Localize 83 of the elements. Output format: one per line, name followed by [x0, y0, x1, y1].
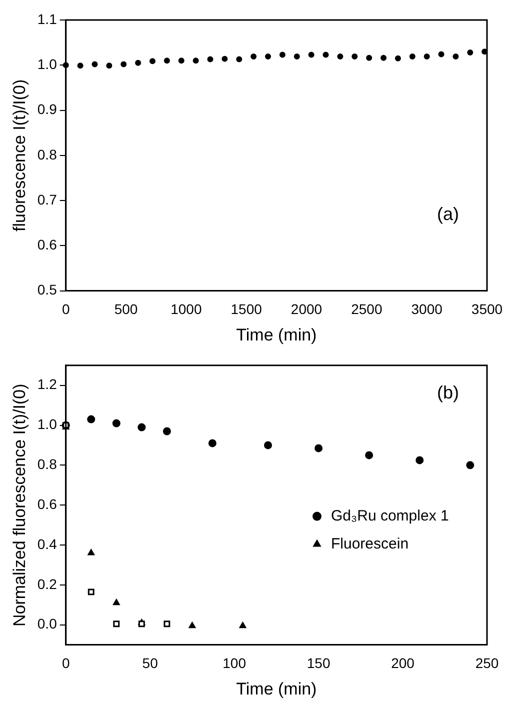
annotation: (b): [437, 382, 459, 402]
point: [366, 54, 372, 61]
point: [467, 49, 474, 56]
point: [164, 620, 170, 628]
point: [106, 62, 112, 69]
point: [138, 620, 145, 628]
point: [120, 61, 127, 68]
point: [188, 622, 196, 628]
y-tick-label: 0.2: [37, 576, 58, 592]
point: [138, 423, 146, 432]
point: [314, 444, 323, 452]
point: [265, 54, 272, 60]
x-tick-label: 150: [306, 655, 330, 672]
y-tick-label: 0.7: [37, 191, 58, 208]
point: [112, 598, 120, 606]
point: [236, 56, 242, 62]
y-axis-title: fluorescence I(t)/I(0): [10, 79, 29, 232]
x-tick-label: 3000: [411, 301, 443, 318]
y-tick-label: 0.6: [37, 236, 58, 253]
point: [452, 54, 459, 60]
point: [87, 415, 96, 424]
x-tick-label: 100: [222, 655, 246, 672]
point: [113, 620, 120, 628]
x-tick-label: 0: [62, 301, 70, 318]
point: [112, 419, 120, 428]
y-tick-label: 1.1: [37, 10, 58, 27]
point: [239, 622, 246, 628]
x-axis-title: Time (min): [236, 679, 317, 698]
point: [380, 54, 387, 61]
point: [352, 54, 358, 60]
point: [88, 548, 95, 556]
x-tick-label: 2000: [290, 301, 322, 318]
point: [164, 58, 170, 64]
x-tick-label: 500: [114, 301, 138, 318]
x-axis-title: Time (min): [236, 325, 317, 344]
point: [135, 60, 142, 66]
y-tick-label: 0.4: [37, 536, 58, 552]
y-tick-label: 0.0: [37, 616, 58, 632]
point: [337, 54, 344, 60]
x-tick-label: 1000: [170, 301, 202, 318]
y-tick-label: 0.8: [37, 146, 58, 162]
point: [394, 55, 401, 62]
y-tick-label: 1.2: [37, 376, 58, 392]
point: [424, 54, 430, 60]
point: [149, 58, 156, 64]
y-tick-label: 1.0: [37, 416, 58, 432]
point: [92, 61, 98, 68]
x-tick-label: 2500: [351, 301, 382, 318]
point: [308, 52, 314, 58]
x-tick-label: 250: [475, 655, 499, 672]
annotation: (a): [437, 204, 459, 224]
point: [250, 54, 257, 60]
x-tick-label: 3500: [471, 301, 503, 318]
point: [264, 441, 272, 450]
point: [365, 451, 374, 460]
y-axis-title: Normalized fluorescence I(t)/I(0): [10, 384, 29, 627]
x-tick-label: 50: [142, 655, 158, 672]
point: [438, 51, 444, 58]
point: [416, 456, 424, 464]
point: [322, 52, 329, 58]
x-tick-label: 1500: [230, 301, 262, 318]
y-tick-label: 0.8: [37, 456, 58, 472]
point: [88, 588, 94, 596]
y-tick-label: 1.0: [37, 56, 58, 72]
point: [409, 54, 416, 60]
point: [192, 58, 199, 64]
point: [482, 48, 488, 55]
point: [294, 54, 300, 60]
point: [77, 62, 84, 69]
legend-label: Fluorescein: [331, 535, 409, 552]
legend-label: Gd₃Ru complex 1: [331, 507, 449, 524]
y-tick-label: 0.9: [37, 101, 58, 118]
point: [208, 439, 216, 448]
point: [222, 56, 228, 62]
point: [178, 58, 184, 64]
x-tick-label: 200: [391, 655, 415, 672]
point: [162, 427, 171, 436]
y-tick-label: 0.6: [37, 496, 58, 512]
point: [466, 461, 474, 470]
x-tick-label: 0: [62, 655, 70, 672]
point: [279, 52, 286, 58]
point: [207, 56, 214, 62]
y-tick-label: 0.5: [37, 282, 58, 298]
